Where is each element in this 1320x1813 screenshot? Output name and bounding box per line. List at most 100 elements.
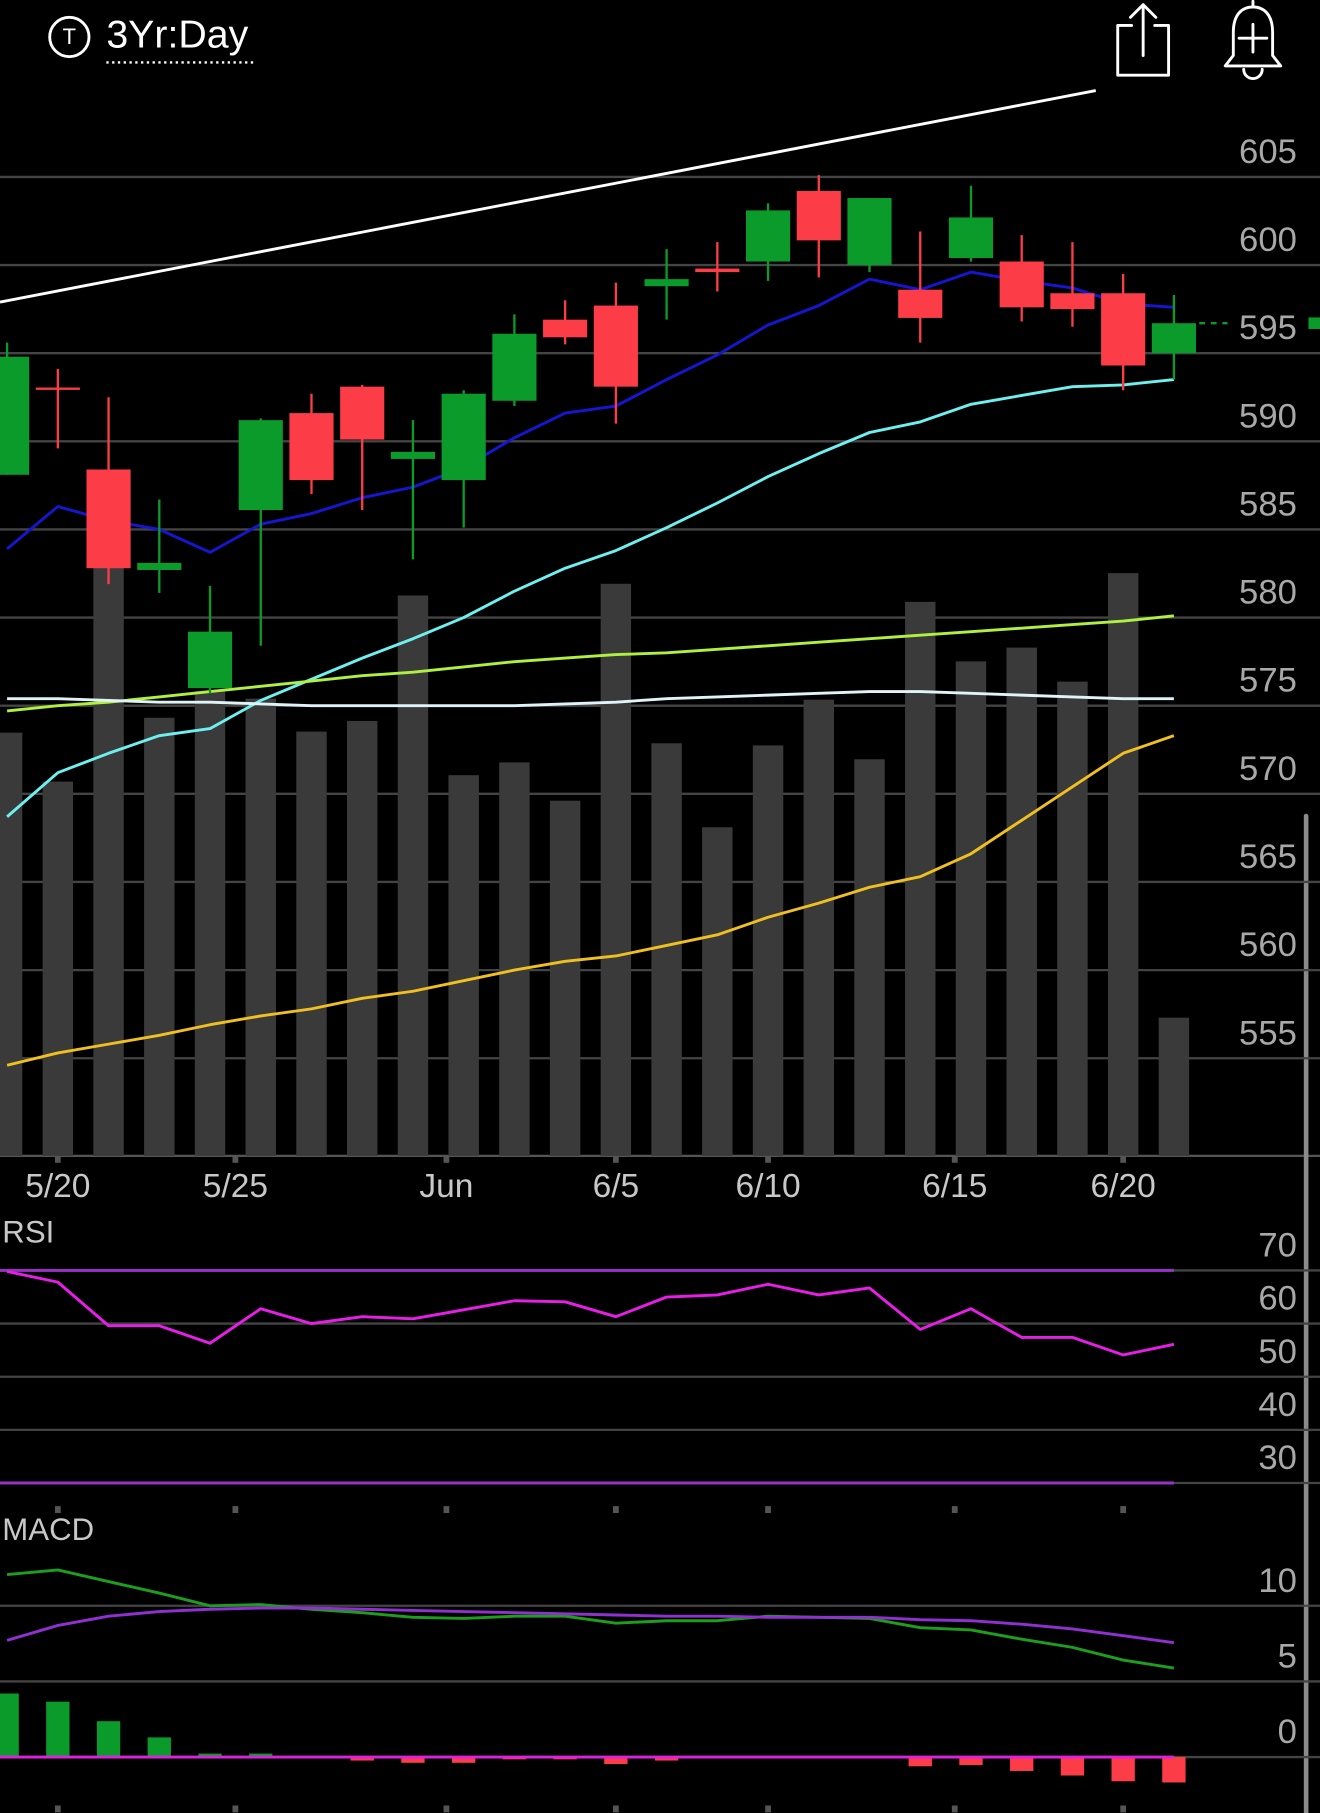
candle-body [35, 387, 80, 390]
y-tick-label: 0 [1278, 1713, 1297, 1751]
volume-bar [448, 775, 479, 1156]
series-line [6, 270, 1174, 554]
y-tick-label: 60 [1258, 1280, 1297, 1318]
candle-body [1151, 323, 1196, 354]
series-line [6, 1568, 1175, 1670]
candle-body [0, 356, 30, 475]
ticker-icon-letter: T [63, 24, 76, 49]
last-price-tag [1308, 317, 1320, 329]
x-tick-label: 6/20 [1091, 1168, 1156, 1205]
y-tick-label: 585 [1239, 485, 1297, 523]
volume-bar [955, 661, 987, 1156]
candle-body [86, 469, 131, 569]
series-line [6, 734, 1175, 1067]
histogram-bar [452, 1757, 476, 1763]
volume-bar [499, 762, 530, 1156]
volume-bar [1107, 573, 1139, 1156]
bell-clapper [1242, 67, 1264, 81]
volume-bar [600, 583, 632, 1156]
volume-bar [1057, 681, 1088, 1156]
histogram-bar [401, 1757, 425, 1763]
volume-bar [0, 732, 23, 1156]
histogram-bar [198, 1753, 222, 1758]
volume-bar [752, 745, 784, 1156]
candle-body [847, 198, 892, 266]
volume-bar [144, 717, 175, 1156]
share-button[interactable] [1116, 3, 1171, 77]
volume-bar [93, 566, 124, 1156]
volume-bar [651, 743, 682, 1156]
histogram-bar [1060, 1757, 1085, 1776]
y-tick-label: 605 [1239, 133, 1297, 171]
candle-body [1050, 293, 1095, 310]
y-tick-label: 40 [1258, 1386, 1297, 1424]
volume-bar [42, 781, 74, 1156]
candle-body [441, 393, 486, 481]
candle-body [695, 268, 740, 273]
x-tick-label: 6/10 [735, 1168, 800, 1205]
candle-body [593, 305, 638, 387]
candle-body [137, 562, 182, 570]
candle-body [999, 261, 1044, 308]
volume-bar [245, 698, 276, 1156]
histogram-bar [1010, 1757, 1034, 1771]
y-tick-label: 560 [1239, 926, 1297, 964]
y-tick-label: 10 [1258, 1562, 1297, 1600]
y-tick-label: 575 [1239, 662, 1297, 700]
candle-body [492, 333, 537, 401]
series-line [6, 614, 1175, 713]
candle-body [745, 210, 791, 262]
histogram-bar [654, 1757, 679, 1761]
y-tick-label: 70 [1258, 1226, 1297, 1264]
x-tick-label: 5/20 [25, 1168, 90, 1205]
y-tick-label: 580 [1239, 574, 1297, 612]
x-tick-label: 6/5 [593, 1168, 640, 1205]
histogram-bar [1162, 1757, 1186, 1783]
volume-bar [549, 800, 581, 1156]
bell-plus [1237, 22, 1269, 54]
volume-bar [194, 691, 226, 1156]
histogram-bar [0, 1693, 19, 1758]
y-tick-label: 50 [1258, 1333, 1297, 1371]
y-tick-label: 595 [1239, 309, 1297, 347]
candle-body [340, 386, 385, 440]
x-tick-label: 5/25 [203, 1168, 268, 1205]
candle-body [289, 413, 334, 481]
period-label: 3Yr:Day [106, 12, 248, 56]
histogram-bar [96, 1721, 121, 1758]
period-selector[interactable]: T 3Yr:Day [48, 12, 257, 64]
y-tick-label: 600 [1239, 221, 1297, 259]
volume-bar [296, 731, 327, 1156]
series-line [6, 378, 1175, 818]
x-tick-label: 6/15 [922, 1168, 987, 1205]
volume-bar [346, 720, 378, 1156]
histogram-bar [147, 1737, 171, 1758]
volume-bar [1158, 1017, 1190, 1156]
alert-button[interactable] [1223, 0, 1283, 81]
volume-bar [1006, 647, 1037, 1156]
histogram-bar [46, 1701, 70, 1758]
candle-body [796, 191, 841, 241]
candle-body [644, 279, 689, 287]
x-tick-label: Jun [419, 1168, 473, 1205]
histogram-bar [908, 1757, 932, 1767]
volume-bar [854, 759, 885, 1156]
candle-body [187, 631, 233, 689]
y-tick-label: 590 [1239, 397, 1297, 435]
share-box [1116, 23, 1171, 77]
histogram-bar [1111, 1757, 1135, 1782]
histogram-bar [959, 1757, 983, 1766]
histogram-bar [249, 1753, 273, 1758]
y-tick-label: 5 [1278, 1637, 1297, 1675]
share-arrow [1128, 3, 1158, 57]
y-tick-label: 555 [1239, 1014, 1297, 1052]
candle-body [1101, 293, 1146, 366]
volume-bar [803, 699, 835, 1156]
series-line [6, 1270, 1175, 1357]
volume-bar [397, 595, 429, 1156]
y-tick-label: 565 [1239, 838, 1297, 876]
series-line [6, 1606, 1175, 1645]
candle-body [898, 289, 943, 318]
panel-title: MACD [2, 1512, 94, 1547]
